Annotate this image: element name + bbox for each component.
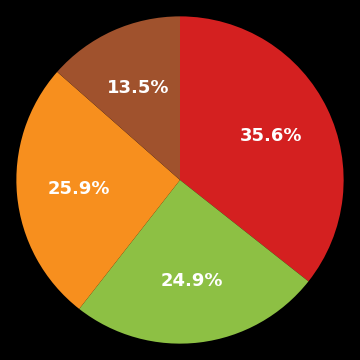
Text: 35.6%: 35.6% (240, 127, 302, 145)
Text: 24.9%: 24.9% (161, 272, 223, 290)
Wedge shape (16, 72, 180, 309)
Text: 13.5%: 13.5% (107, 78, 170, 96)
Wedge shape (180, 16, 344, 282)
Wedge shape (57, 16, 180, 180)
Text: 25.9%: 25.9% (48, 180, 110, 198)
Wedge shape (79, 180, 309, 344)
